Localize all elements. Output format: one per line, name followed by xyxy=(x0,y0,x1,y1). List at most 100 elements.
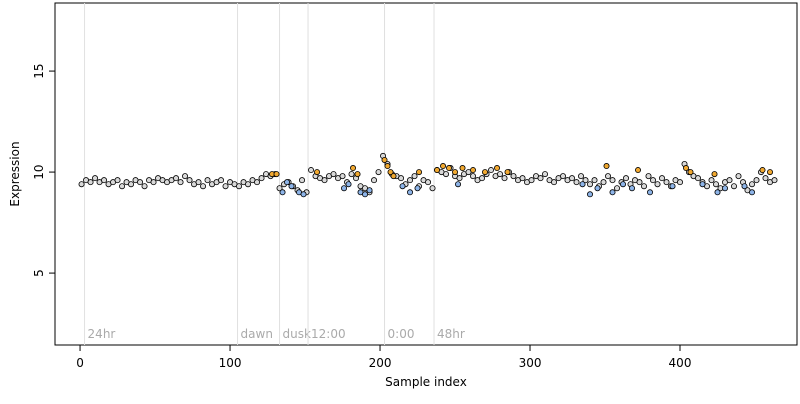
point xyxy=(87,179,94,186)
point xyxy=(587,191,594,198)
point xyxy=(345,181,352,188)
point xyxy=(456,175,463,182)
point xyxy=(407,189,414,196)
point xyxy=(341,185,348,192)
point xyxy=(114,177,121,184)
point xyxy=(398,175,405,182)
point xyxy=(254,179,261,186)
point xyxy=(683,165,690,172)
point xyxy=(510,173,517,180)
point xyxy=(560,173,567,180)
point xyxy=(300,191,307,198)
point xyxy=(119,183,126,190)
marker-label: dawn xyxy=(241,327,273,341)
point xyxy=(371,177,378,184)
point xyxy=(200,183,207,190)
point xyxy=(759,167,766,174)
point xyxy=(407,177,414,184)
marker-label: 0:00 xyxy=(388,327,415,341)
point xyxy=(579,181,586,188)
point xyxy=(350,165,357,172)
point xyxy=(440,163,447,170)
marker-label: 24hr xyxy=(88,327,116,341)
point xyxy=(434,167,441,174)
point xyxy=(330,171,337,178)
point xyxy=(470,173,477,180)
point xyxy=(741,183,748,190)
point xyxy=(101,177,108,184)
point xyxy=(288,183,295,190)
point xyxy=(699,181,706,188)
point xyxy=(605,173,612,180)
point xyxy=(749,181,756,188)
x-axis-label: Sample index xyxy=(385,375,467,389)
point xyxy=(399,183,406,190)
y-axis-label: Expression xyxy=(8,141,22,206)
point xyxy=(501,175,508,182)
point xyxy=(299,177,306,184)
point xyxy=(218,177,225,184)
point xyxy=(429,185,436,192)
point xyxy=(204,177,211,184)
point xyxy=(92,175,99,182)
marker-label: 48hr xyxy=(437,327,465,341)
point xyxy=(141,183,148,190)
point xyxy=(708,177,715,184)
point xyxy=(578,173,585,180)
x-tick-label: 100 xyxy=(219,356,242,370)
point xyxy=(695,175,702,182)
y-tick-label: 10 xyxy=(32,164,46,179)
point xyxy=(623,175,630,182)
point xyxy=(173,175,180,182)
x-tick-label: 400 xyxy=(669,356,692,370)
point xyxy=(446,165,453,172)
point xyxy=(659,175,666,182)
point xyxy=(731,183,738,190)
point xyxy=(677,179,684,186)
point xyxy=(519,175,526,182)
point xyxy=(497,171,504,178)
point xyxy=(494,165,501,172)
point xyxy=(390,173,397,180)
point xyxy=(609,177,616,184)
point xyxy=(276,185,283,192)
point xyxy=(354,171,361,178)
point xyxy=(636,179,643,186)
point xyxy=(635,167,642,174)
point xyxy=(284,179,291,186)
point xyxy=(137,179,144,186)
point xyxy=(551,179,558,186)
point xyxy=(504,169,511,176)
point xyxy=(455,181,462,188)
point xyxy=(735,173,742,180)
point xyxy=(273,171,280,178)
marker-label: dusk xyxy=(283,327,311,341)
point xyxy=(771,177,778,184)
point xyxy=(753,177,760,184)
point xyxy=(669,183,676,190)
point xyxy=(591,177,598,184)
point xyxy=(366,187,373,194)
y-tick-label: 15 xyxy=(32,63,46,78)
point xyxy=(488,167,495,174)
point xyxy=(321,177,328,184)
point xyxy=(687,169,694,176)
point xyxy=(470,167,477,174)
point xyxy=(416,169,423,176)
point xyxy=(654,181,661,188)
point xyxy=(387,169,394,176)
point xyxy=(573,179,580,186)
point xyxy=(362,191,369,198)
point xyxy=(452,169,459,176)
point xyxy=(128,181,135,188)
marker-label: 12:00 xyxy=(311,327,346,341)
point xyxy=(411,173,418,180)
point xyxy=(78,181,85,188)
point xyxy=(339,173,346,180)
point xyxy=(279,189,286,196)
point xyxy=(609,189,616,196)
point xyxy=(222,183,229,190)
point xyxy=(177,179,184,186)
point xyxy=(762,175,769,182)
point xyxy=(711,171,718,178)
